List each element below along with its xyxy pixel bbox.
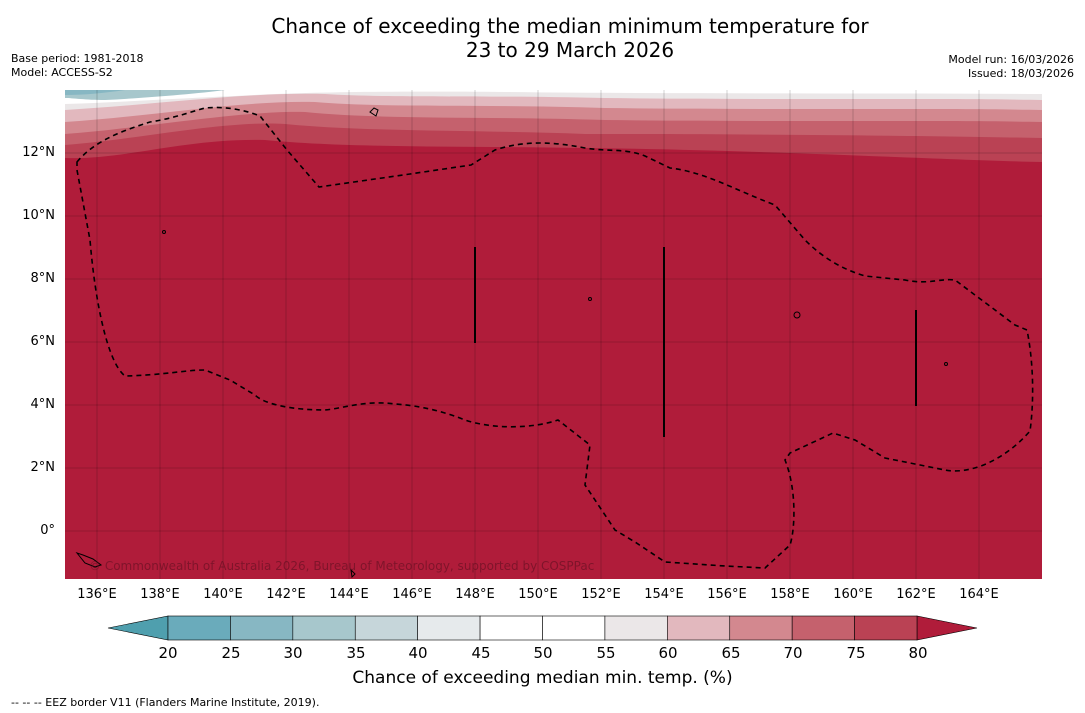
lon-label: 140°E — [203, 587, 243, 602]
band-55 — [65, 90, 1042, 110]
lon-label: 142°E — [266, 587, 306, 602]
colorbar-tick: 75 — [846, 644, 866, 662]
lon-label: 148°E — [455, 587, 495, 602]
lon-label: 136°E — [77, 587, 117, 602]
colorbar-swatch — [354, 615, 418, 641]
lon-label: 158°E — [770, 587, 810, 602]
issued-date: Issued: 18/03/2026 — [967, 67, 1074, 80]
lat-label: 4°N — [30, 397, 56, 412]
lat-label: 0° — [40, 523, 55, 538]
colorbar-swatch — [729, 615, 793, 641]
lon-label: 146°E — [392, 587, 432, 602]
lon-label: 152°E — [581, 587, 621, 602]
islands — [75, 107, 948, 579]
lon-label: 162°E — [896, 587, 936, 602]
model-run: Model run: 16/03/2026 — [948, 53, 1074, 66]
map-title-line1: Chance of exceeding the median minimum t… — [271, 14, 869, 38]
colorbar-tick: 45 — [471, 644, 491, 662]
colorbar-label: Chance of exceeding median min. temp. (%… — [352, 668, 733, 688]
colorbar-swatch — [854, 615, 918, 641]
lat-label: 2°N — [30, 460, 56, 475]
colorbar-tick: 40 — [408, 644, 428, 662]
colorbar-swatch — [791, 615, 855, 641]
colorbar — [107, 615, 978, 641]
colorbar-tick: 65 — [721, 644, 741, 662]
base-period: Base period: 1981-2018 — [11, 52, 144, 65]
map-background — [65, 90, 1042, 579]
colorbar-swatch — [479, 615, 543, 641]
lon-label: 138°E — [140, 587, 180, 602]
colorbar-swatch — [667, 615, 731, 641]
lat-label: 10°N — [22, 208, 55, 223]
colorbar-over-arrow — [916, 615, 978, 641]
eez-border — [76, 106, 1034, 569]
colorbar-under-arrow — [107, 615, 169, 641]
forecast-map: © Commonwealth of Australia 2026, Bureau… — [65, 90, 1042, 579]
eez-legend: -- -- -- EEZ border V11 (Flanders Marine… — [11, 696, 320, 709]
colorbar-swatch — [230, 615, 294, 641]
colorbar-swatch — [604, 615, 668, 641]
colorbar-swatch — [417, 615, 481, 641]
colorbar-swatch — [292, 615, 356, 641]
lon-label: 156°E — [707, 587, 747, 602]
colorbar-tick: 55 — [596, 644, 616, 662]
lon-label: 160°E — [833, 587, 873, 602]
band-25 — [65, 90, 125, 95]
colorbar-tick: 35 — [346, 644, 366, 662]
lat-label: 12°N — [22, 145, 55, 160]
colorbar-swatch — [167, 615, 231, 641]
colorbar-tick: 80 — [908, 644, 928, 662]
lat-label: 8°N — [30, 271, 56, 286]
colorbar-tick: 60 — [658, 644, 678, 662]
lon-label: 164°E — [959, 587, 999, 602]
data-seams — [474, 247, 917, 437]
colorbar-swatch — [542, 615, 606, 641]
colorbar-tick: 30 — [283, 644, 303, 662]
map-title-line2: 23 to 29 March 2026 — [465, 38, 675, 62]
colorbar-tick: 50 — [533, 644, 553, 662]
colorbar-tick: 20 — [158, 644, 178, 662]
lat-label: 6°N — [30, 334, 56, 349]
lon-label: 154°E — [644, 587, 684, 602]
lon-label: 144°E — [329, 587, 369, 602]
copyright-text: © Commonwealth of Australia 2026, Bureau… — [89, 559, 594, 573]
colorbar-tick: 25 — [221, 644, 241, 662]
lon-label: 150°E — [518, 587, 558, 602]
colorbar-tick: 70 — [783, 644, 803, 662]
model-name: Model: ACCESS-S2 — [11, 66, 113, 79]
